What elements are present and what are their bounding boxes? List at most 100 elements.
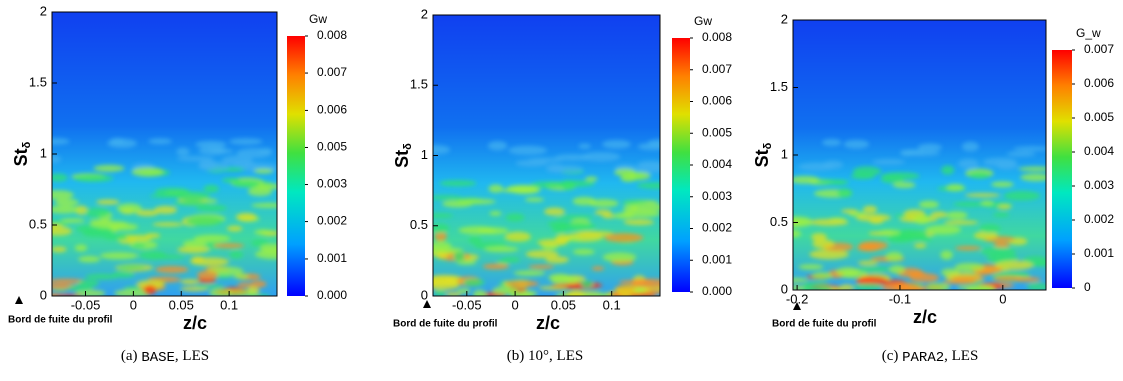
blob [885, 251, 903, 262]
colorbar-title: Gw [309, 12, 327, 26]
blob [930, 211, 948, 218]
blob [980, 247, 1017, 256]
caption-case: PARA2 [902, 350, 944, 366]
blob [878, 229, 901, 236]
y-tick-label: 0.5 [410, 217, 428, 232]
blob [979, 224, 1001, 234]
blob [968, 171, 991, 179]
x-axis-label: z/c [183, 313, 207, 333]
blob [132, 243, 146, 248]
colorbar-tick-label: 0.000 [317, 288, 347, 302]
blob [433, 195, 462, 200]
colorbar-tick-label: 0.003 [317, 177, 347, 191]
y-axis-label: Stδ [11, 141, 33, 166]
blob [629, 293, 656, 296]
blob [88, 219, 114, 224]
blob [793, 175, 820, 184]
blob [75, 289, 106, 296]
x-tick-label: 0 [511, 297, 518, 312]
blob [958, 158, 979, 169]
colorbar-tick-label: 0 [1084, 280, 1091, 294]
blob [530, 181, 568, 189]
blob [155, 265, 189, 274]
blob [993, 212, 1010, 218]
colorbar-tick-label: 0.007 [317, 65, 347, 79]
blob [232, 180, 261, 188]
blob [527, 157, 564, 163]
y-tick-label: 1 [421, 147, 428, 162]
blob [85, 273, 119, 280]
blob [961, 141, 979, 152]
blob [613, 212, 635, 220]
blob [950, 275, 986, 281]
y-tick-label: 1 [40, 145, 47, 160]
blob [560, 180, 576, 191]
blob [914, 243, 927, 249]
blob [980, 200, 994, 206]
y-axis-label: Stδ [392, 143, 414, 168]
colorbar-tick-label: 0.001 [317, 251, 347, 265]
blob [458, 226, 496, 235]
blob [839, 284, 854, 290]
colorbar-tick-label: 0.007 [702, 62, 732, 76]
blob [176, 147, 190, 157]
y-tick-label: 1.5 [770, 79, 788, 94]
blob [433, 247, 464, 254]
blob [191, 256, 205, 263]
blob [811, 272, 833, 280]
caption-case: 10° [528, 348, 549, 364]
blob [233, 273, 249, 279]
blob [148, 138, 172, 145]
blob [548, 273, 571, 282]
blob [138, 250, 167, 260]
blob [513, 270, 546, 276]
blob [235, 212, 257, 222]
blob [585, 176, 598, 182]
blob [506, 185, 538, 193]
blob [869, 217, 884, 224]
blob [433, 276, 458, 286]
blob [508, 145, 548, 156]
blob [836, 267, 860, 277]
blob [809, 218, 849, 226]
blob [886, 234, 913, 243]
blob [99, 252, 139, 260]
blob [567, 290, 585, 296]
blob [108, 223, 139, 231]
blob [439, 180, 477, 187]
blob [544, 207, 566, 216]
caption-label: (b) [507, 348, 528, 364]
blob [1006, 151, 1036, 157]
blob [602, 252, 637, 263]
blob [226, 289, 256, 296]
y-axis-label-sub: δ [402, 143, 414, 150]
blob [997, 204, 1012, 210]
y-axis-label-sub: δ [762, 142, 774, 149]
colorbar [672, 38, 690, 292]
blob [811, 232, 827, 242]
blob [505, 231, 531, 242]
blob [604, 233, 644, 243]
blob [182, 239, 207, 248]
blob [843, 139, 870, 149]
blob [813, 179, 850, 185]
colorbar-tick-label: 0.001 [702, 252, 732, 266]
blob [993, 275, 1023, 282]
annotation: Bord de fuite du profil [393, 319, 498, 330]
blob [434, 231, 447, 242]
blob [52, 154, 61, 164]
blob [152, 222, 184, 227]
blob [93, 164, 125, 172]
blob [52, 205, 81, 214]
blob [943, 220, 979, 225]
blob [554, 154, 592, 161]
blob [836, 188, 853, 198]
blob [856, 266, 892, 273]
colorbar-tick-label: 0.002 [1084, 212, 1114, 226]
blob [538, 285, 569, 291]
colorbar-title: Gw [694, 14, 712, 28]
x-tick-label: 0 [999, 291, 1006, 306]
colorbar [1052, 50, 1072, 288]
caption-case: BASE [141, 350, 175, 366]
